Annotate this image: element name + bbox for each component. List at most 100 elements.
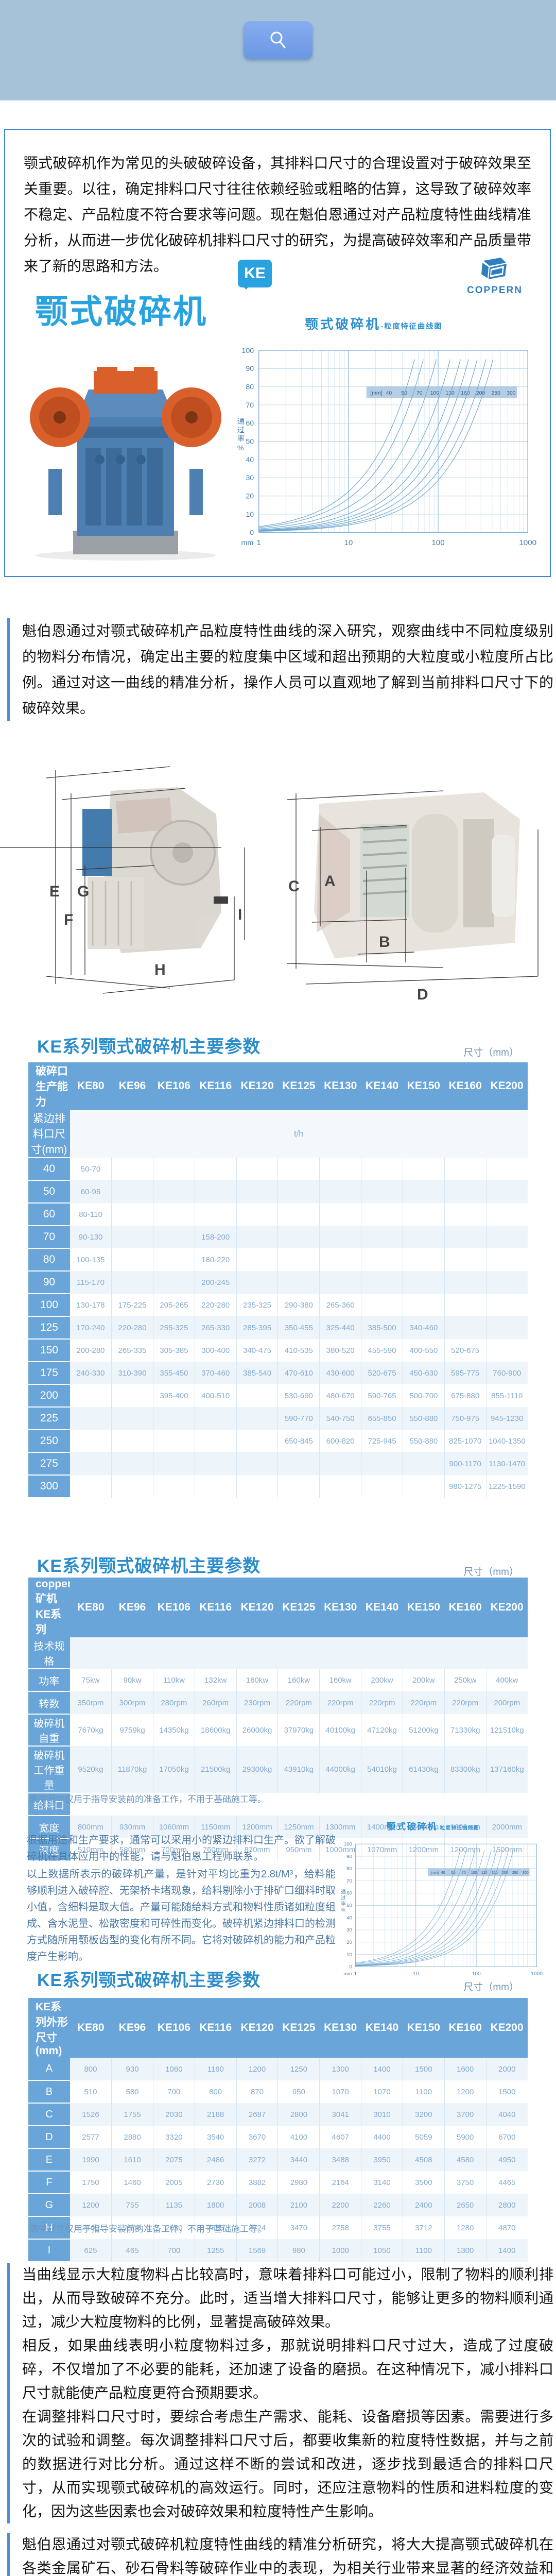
value-cell bbox=[319, 1180, 362, 1203]
unit-note: 尺寸（mm） bbox=[463, 1567, 519, 1578]
value-cell: 110kw bbox=[153, 1669, 195, 1691]
table-row: 275 900-1170 1130-1470 bbox=[28, 1452, 528, 1476]
value-cell bbox=[153, 1475, 195, 1498]
value-cell bbox=[236, 1475, 279, 1498]
row-label: 80 bbox=[28, 1248, 70, 1272]
value-cell: 265-360 bbox=[319, 1294, 362, 1316]
analysis-paragraph: 魁伯恩通过对颚式破碎机产品粒度特性曲线的深入研究，观察曲线中不同粒度级别的物料分… bbox=[7, 618, 553, 721]
value-cell bbox=[403, 1226, 445, 1248]
table-row: I 625 465 700 1255 1569 980 1000 1050 1100 1300 140… bbox=[28, 2239, 528, 2262]
value-cell: 350rpm bbox=[70, 1691, 112, 1714]
table-row: F 1750 1460 2005 2730 3882 2980 2164 3140 3500 375… bbox=[28, 2171, 528, 2194]
dim-letter: I bbox=[238, 906, 242, 923]
table-row: 技术规格 bbox=[28, 1637, 528, 1669]
value-cell: 26000kg bbox=[236, 1714, 279, 1746]
row-label: 60 bbox=[28, 1203, 70, 1226]
value-cell bbox=[486, 1158, 528, 1180]
row-label: 深度 bbox=[28, 1838, 70, 1861]
value-cell bbox=[486, 1339, 528, 1362]
value-cell: 60-95 bbox=[70, 1180, 112, 1203]
value-cell: 980-1275 bbox=[444, 1475, 486, 1498]
column-header: KE80 bbox=[70, 1062, 112, 1110]
value-cell: 825-1070 bbox=[444, 1430, 486, 1452]
value-cell bbox=[486, 1248, 528, 1271]
value-cell: 400-510 bbox=[195, 1384, 237, 1407]
value-cell: 200rpm bbox=[486, 1691, 528, 1714]
row-label: 90 bbox=[28, 1271, 70, 1294]
value-cell bbox=[111, 1158, 153, 1180]
value-cell bbox=[444, 1294, 486, 1316]
value-cell: 1400mm bbox=[361, 1816, 403, 1838]
svg-text:60: 60 bbox=[346, 1891, 352, 1896]
value-cell: 2100 bbox=[277, 2194, 320, 2216]
value-cell: 220-280 bbox=[111, 1316, 153, 1339]
value-cell bbox=[236, 1384, 279, 1407]
value-cell: 29300kg bbox=[236, 1746, 279, 1793]
value-cell: 7670kg bbox=[70, 1714, 112, 1746]
value-cell bbox=[486, 1203, 528, 1226]
value-cell bbox=[486, 1316, 528, 1339]
column-header: KE200 bbox=[486, 1062, 528, 1110]
value-cell: 2855 bbox=[195, 2216, 237, 2239]
value-cell: 595-775 bbox=[444, 1362, 486, 1384]
row-label: 转数 bbox=[28, 1691, 70, 1715]
value-cell bbox=[277, 1271, 320, 1294]
unit-cell: t/h bbox=[70, 1110, 528, 1158]
value-cell: 650-845 bbox=[277, 1430, 320, 1452]
row-label: F bbox=[28, 2171, 70, 2194]
svg-text:100: 100 bbox=[241, 347, 254, 355]
value-cell: 200kw bbox=[403, 1669, 445, 1691]
row-label: D bbox=[28, 2126, 70, 2149]
value-cell: 260rpm bbox=[195, 1691, 237, 1714]
value-cell: 1500 bbox=[403, 2058, 445, 2080]
value-cell: 930 bbox=[111, 2058, 153, 2080]
value-cell bbox=[277, 1248, 320, 1271]
value-cell: 1130-1470 bbox=[486, 1452, 528, 1475]
value-cell: 3320 bbox=[153, 2126, 195, 2148]
value-cell: 9520kg bbox=[70, 1746, 112, 1793]
value-cell: 160kw bbox=[236, 1669, 279, 1691]
svg-text:10: 10 bbox=[246, 511, 254, 519]
benefit-paragraph: 魁伯恩通过对颚式破碎机粒度特性曲线的精准分析研究，将大大提高颚式破碎机在各类金属… bbox=[7, 2533, 553, 2576]
value-cell: 200-245 bbox=[195, 1271, 237, 1294]
value-cell bbox=[277, 1203, 320, 1226]
value-cell: 51200kg bbox=[403, 1714, 445, 1746]
value-cell: 355-450 bbox=[153, 1362, 195, 1384]
value-cell bbox=[361, 1475, 403, 1498]
value-cell bbox=[153, 1203, 195, 1226]
value-cell: 2880 bbox=[111, 2126, 153, 2148]
svg-text:10: 10 bbox=[413, 1971, 419, 1977]
value-cell bbox=[111, 1430, 153, 1452]
value-cell bbox=[195, 1180, 237, 1203]
value-cell bbox=[277, 1452, 320, 1475]
value-cell: 580 bbox=[111, 2080, 153, 2103]
value-cell: 4607 bbox=[319, 2126, 362, 2148]
value-cell: 1755 bbox=[111, 2103, 153, 2126]
brand-name: COPPERN bbox=[467, 285, 523, 296]
value-cell: 2800 bbox=[277, 2103, 320, 2126]
svg-text:80: 80 bbox=[246, 383, 254, 391]
table-row: B 510 580 700 800 870 950 1070 1070 1100 1200 1500 bbox=[28, 2080, 528, 2104]
row-label: 300 bbox=[28, 1475, 70, 1498]
value-cell: 3755 bbox=[361, 2216, 403, 2239]
column-header: KE140 bbox=[361, 1998, 403, 2058]
svg-text:颚式破碎机-粒度特征曲线图: 颚式破碎机-粒度特征曲线图 bbox=[305, 317, 442, 332]
table-row: 100 130-178 175-225 205-265 220-280 235-325 29… bbox=[28, 1294, 528, 1317]
value-cell bbox=[403, 1294, 445, 1316]
value-cell: 305-385 bbox=[153, 1339, 195, 1362]
value-cell: 1600mm bbox=[444, 1816, 486, 1838]
svg-text:100: 100 bbox=[472, 1971, 481, 1977]
search-button[interactable] bbox=[244, 21, 312, 59]
value-cell: 160kw bbox=[277, 1669, 320, 1691]
row-label: H bbox=[28, 2216, 70, 2240]
value-cell: 1160 bbox=[195, 2058, 237, 2080]
capacity-table: 破碎口生产能力 KE80 KE96 KE106 KE116 KE120 KE125 KE130… bbox=[28, 1062, 528, 1498]
column-header: KE125 bbox=[277, 1578, 320, 1637]
value-cell: 600-820 bbox=[319, 1430, 362, 1452]
section-cell bbox=[70, 1637, 528, 1669]
svg-text:70: 70 bbox=[246, 401, 254, 410]
value-cell: 350-455 bbox=[277, 1316, 320, 1339]
value-cell: 725-945 bbox=[361, 1430, 403, 1452]
value-cell: 9759kg bbox=[111, 1714, 153, 1746]
value-cell: 3140 bbox=[361, 2171, 403, 2194]
